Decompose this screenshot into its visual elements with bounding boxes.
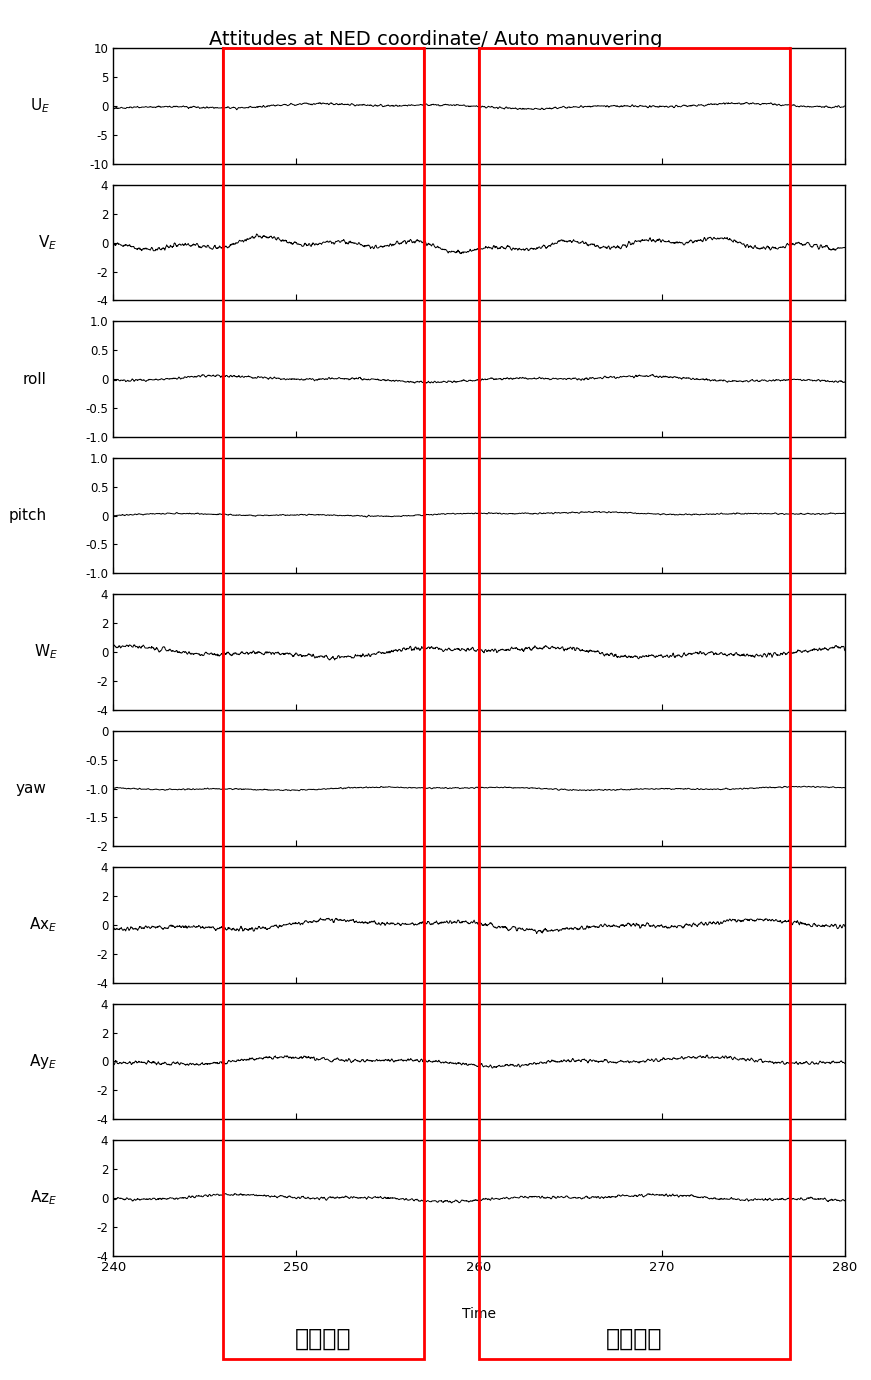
Y-axis label: Ay$_E$: Ay$_E$ <box>30 1052 57 1071</box>
Y-axis label: roll: roll <box>23 371 46 386</box>
Y-axis label: U$_E$: U$_E$ <box>30 97 51 116</box>
Text: 후진비행: 후진비행 <box>606 1326 663 1351</box>
Text: Time: Time <box>462 1307 496 1321</box>
Y-axis label: W$_E$: W$_E$ <box>34 643 57 661</box>
Y-axis label: yaw: yaw <box>16 781 46 796</box>
Text: Attitudes at NED coordinate/ Auto manuvering: Attitudes at NED coordinate/ Auto manuve… <box>209 30 662 50</box>
Y-axis label: Ax$_E$: Ax$_E$ <box>30 916 57 934</box>
Y-axis label: Az$_E$: Az$_E$ <box>30 1188 57 1208</box>
Y-axis label: pitch: pitch <box>9 508 46 523</box>
Y-axis label: V$_E$: V$_E$ <box>38 233 57 253</box>
Text: 전진비행: 전진비행 <box>295 1326 352 1351</box>
